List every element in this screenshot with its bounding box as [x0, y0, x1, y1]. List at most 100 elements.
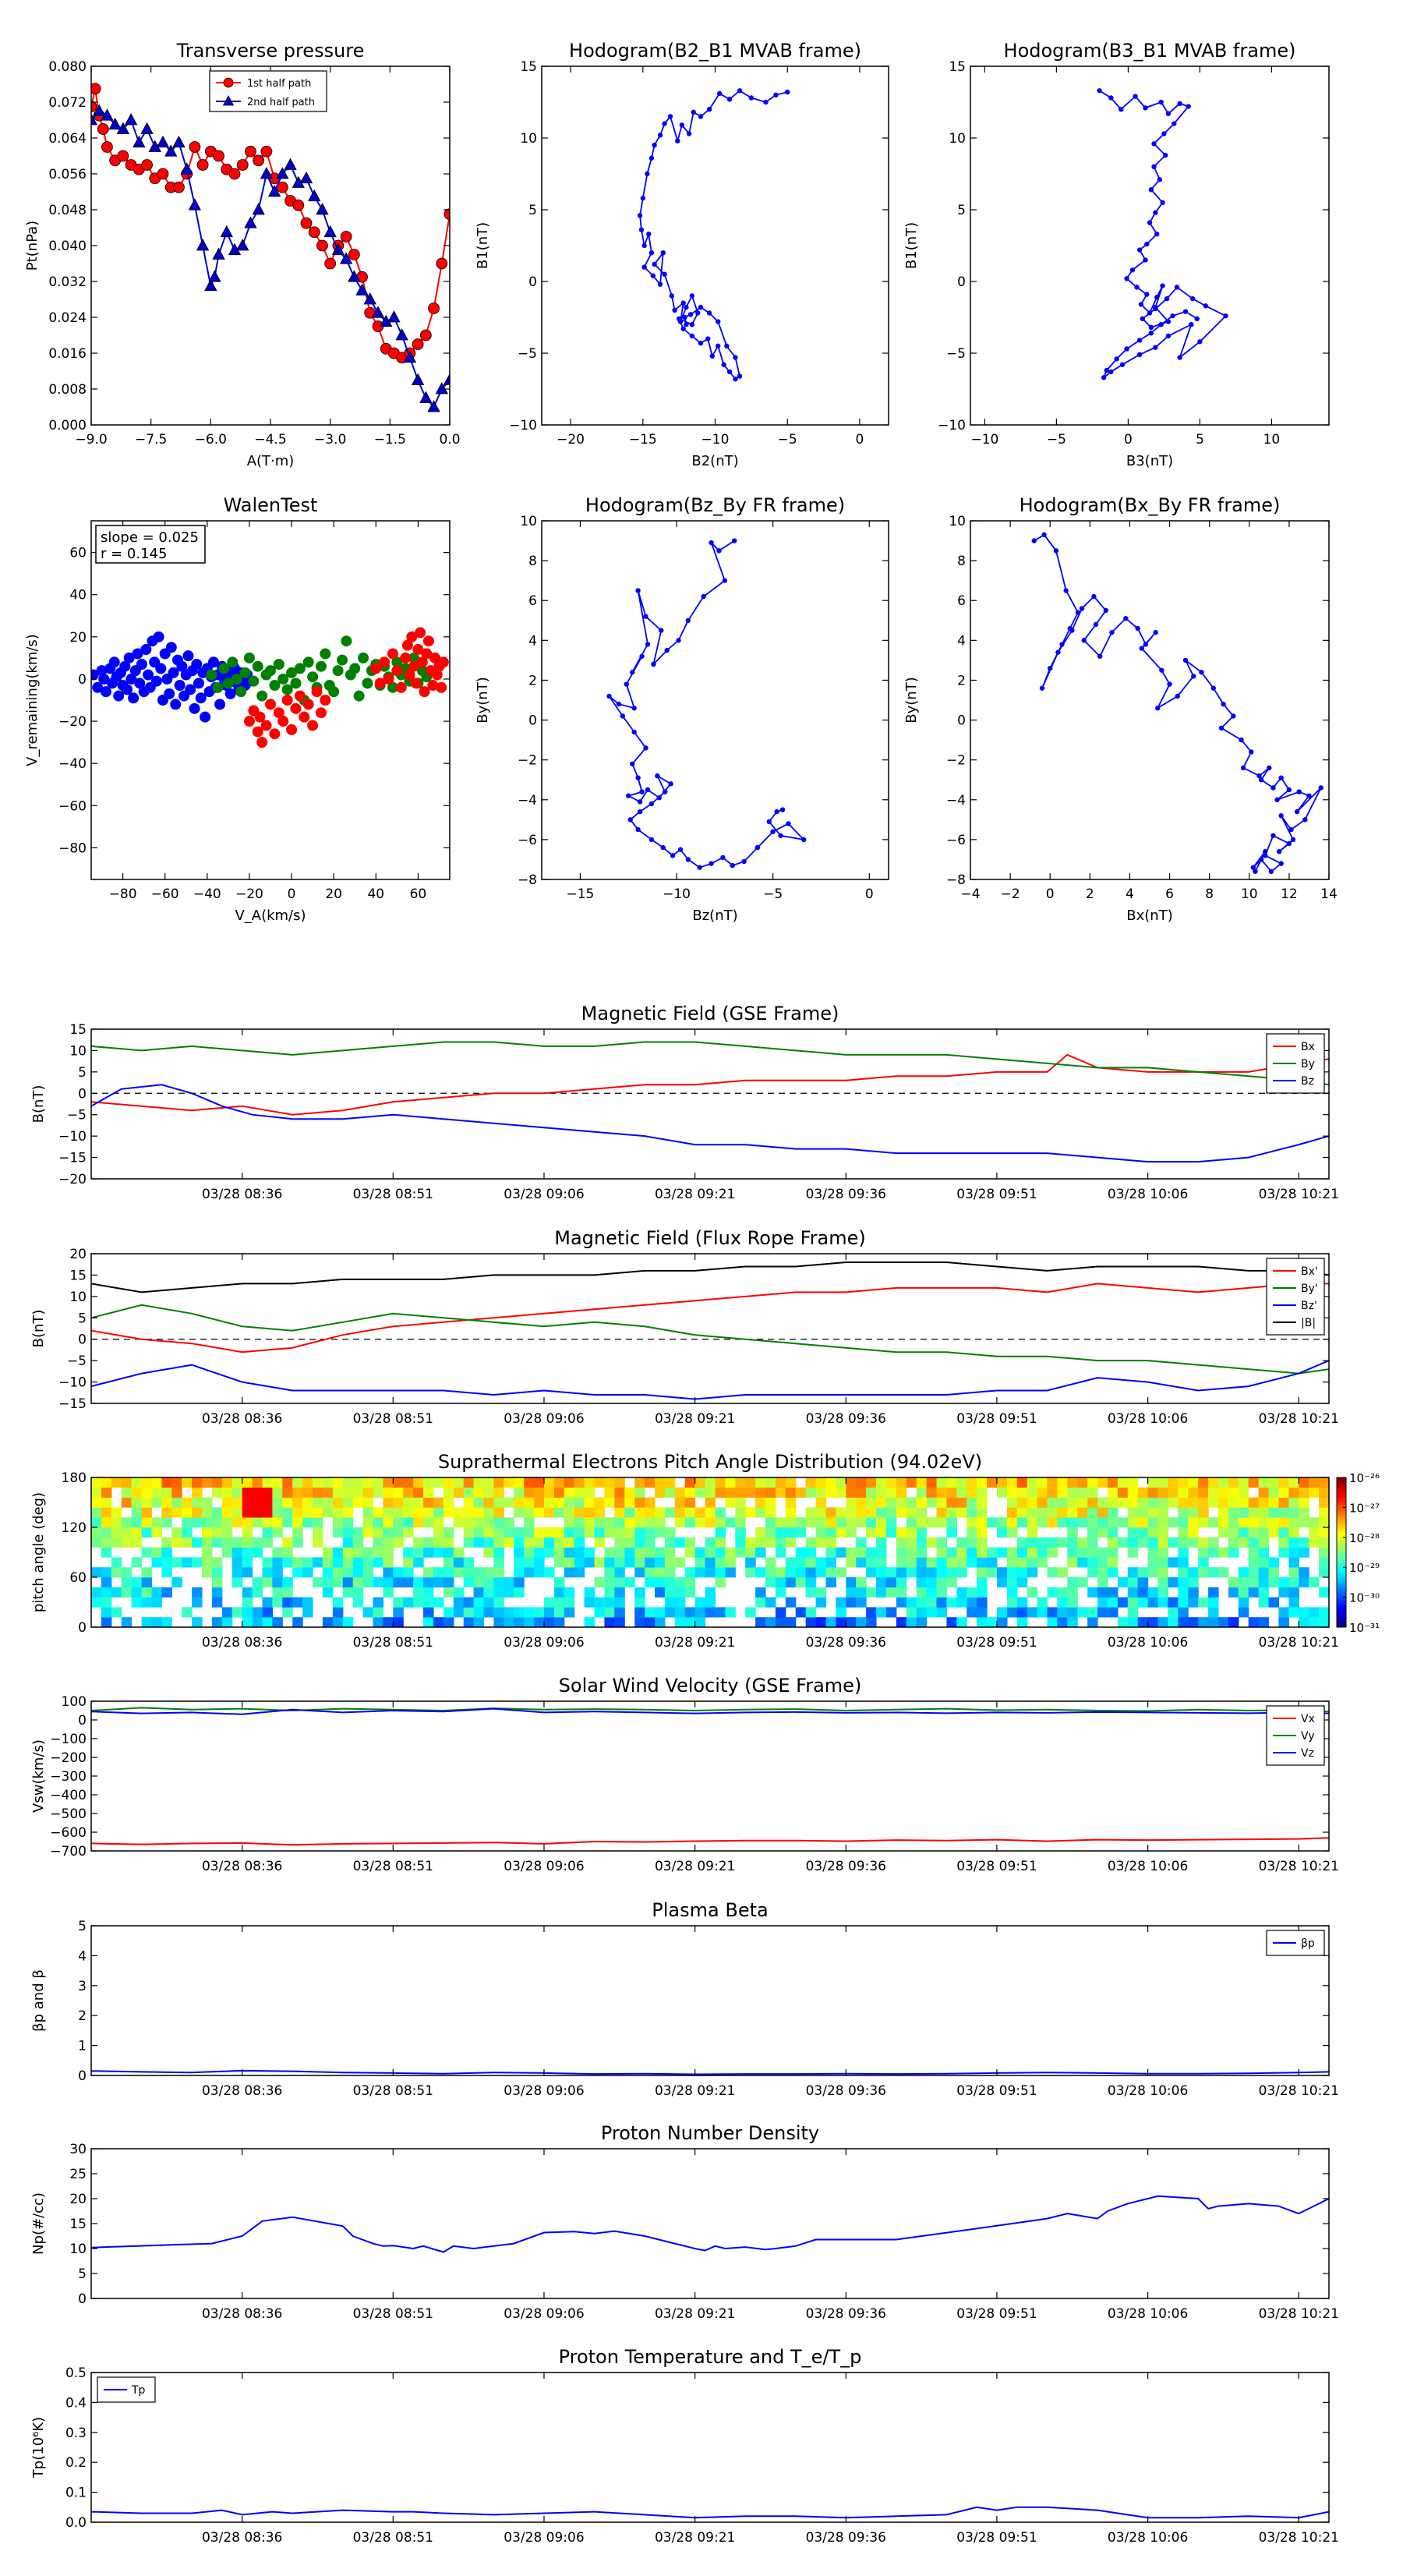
heatmap-cell [936, 1567, 947, 1578]
h3-point [635, 826, 641, 833]
walen-point [299, 711, 310, 723]
walen-point [302, 656, 314, 668]
h3-point [631, 706, 637, 711]
heatmap-cell [282, 1537, 293, 1548]
heatmap-cell [1178, 1487, 1189, 1498]
walen-point [100, 686, 111, 698]
heatmap-cell [1178, 1497, 1189, 1508]
x-tick-label: 0.0 [439, 432, 460, 448]
h2-point [1119, 107, 1124, 112]
pt-point-triangle [371, 306, 385, 318]
heatmap-cell [514, 1487, 525, 1498]
heatmap-cell [574, 1507, 585, 1518]
h4-point [1191, 674, 1196, 679]
pt-point-circle [436, 257, 448, 270]
heatmap-cell [443, 1537, 454, 1548]
heatmap-cell [885, 1517, 897, 1528]
heatmap-cell [846, 1487, 857, 1498]
walen-point [212, 681, 224, 693]
heatmap-cell [987, 1567, 998, 1578]
heatmap-cell [272, 1567, 283, 1578]
heatmap-cell [876, 1487, 887, 1498]
heatmap-cell [362, 1527, 374, 1538]
heatmap-cell [906, 1617, 917, 1628]
y-tick-label: 0 [78, 1332, 87, 1348]
heatmap-cell [1016, 1557, 1028, 1568]
heatmap-cell [1067, 1487, 1078, 1498]
heatmap-cell [846, 1577, 857, 1588]
heatmap-cell [594, 1607, 605, 1618]
pt-point-triangle [188, 198, 202, 211]
heatmap-cell [1208, 1597, 1219, 1608]
plot-border [90, 1477, 1330, 1628]
heatmap-cell [645, 1607, 656, 1618]
heatmap-cell [192, 1517, 203, 1528]
x-tick-label: −15 [566, 886, 594, 902]
y-tick-label: 0 [78, 2068, 87, 2084]
y-tick-label: −100 [50, 1732, 87, 1747]
heatmap-cell [1258, 1537, 1270, 1548]
heatmap-cell [252, 1497, 263, 1508]
heatmap-cell [694, 1547, 706, 1558]
heatmap-cell [775, 1527, 786, 1538]
data-layer [606, 538, 807, 870]
heatmap-cell [725, 1557, 736, 1568]
heatmap-cell [292, 1537, 303, 1548]
heatmap-cell [403, 1517, 414, 1528]
heatmap-cell [504, 1617, 514, 1628]
heatmap-cell [493, 1567, 504, 1578]
colorbar-step [1337, 1577, 1346, 1580]
heatmap-cell [1278, 1577, 1289, 1588]
y-tick-label: 120 [62, 1520, 87, 1536]
heatmap-cell [594, 1507, 605, 1518]
heatmap-cell [735, 1527, 746, 1538]
heatmap-cell [896, 1597, 907, 1608]
heatmap-cell [342, 1567, 354, 1578]
y-tick-label: 4 [957, 633, 966, 649]
heatmap-cell [715, 1507, 726, 1518]
heatmap-cell [534, 1567, 545, 1578]
heatmap-cell [1027, 1507, 1038, 1518]
heatmap-cell [1299, 1537, 1309, 1548]
data-layer [1097, 88, 1228, 380]
series-Bx' [90, 1283, 1329, 1353]
chart-title: Magnetic Field (Flux Rope Frame) [554, 1227, 865, 1249]
time-tick-label: 03/28 08:36 [202, 2306, 282, 2322]
heatmap-cell [302, 1497, 313, 1508]
heatmap-cell [614, 1577, 625, 1588]
heatmap-cell [1087, 1547, 1098, 1558]
heatmap-cell [1309, 1477, 1320, 1488]
h3-point [664, 647, 670, 653]
h4-point [1290, 837, 1296, 843]
h2-point [1136, 247, 1143, 253]
heatmap-cell [634, 1507, 645, 1518]
heatmap-cell [544, 1527, 555, 1538]
heatmap-cell [1168, 1597, 1179, 1608]
heatmap-cell [755, 1507, 766, 1518]
heatmap-cell [1057, 1567, 1068, 1578]
heatmap-cell [483, 1587, 494, 1598]
heatmap-cell [493, 1557, 504, 1568]
heatmap-cell [393, 1477, 404, 1488]
heatmap-cell [1228, 1487, 1239, 1498]
heatmap-cell [584, 1547, 595, 1558]
heatmap-cell [906, 1597, 917, 1608]
h1-point [748, 95, 755, 101]
heatmap-cell [292, 1557, 303, 1568]
pt-point-triangle [387, 310, 401, 323]
heatmap-cell [141, 1527, 153, 1538]
time-tick-label: 03/28 09:36 [806, 1411, 886, 1427]
heatmap-cell [192, 1557, 203, 1568]
heatmap-cell [946, 1577, 957, 1588]
heatmap-cell [131, 1577, 143, 1588]
x-tick-label: −80 [109, 886, 137, 902]
series-Bz [90, 1084, 1330, 1163]
heatmap-cell [1228, 1497, 1239, 1508]
heatmap-cell [1037, 1597, 1048, 1608]
series-Vx [90, 1837, 1330, 1846]
heatmap-cell [101, 1567, 112, 1578]
series-Bx [90, 1053, 1330, 1116]
heatmap-cell [765, 1517, 776, 1528]
walen-point [379, 656, 391, 668]
colorbar-step [1337, 1582, 1346, 1586]
